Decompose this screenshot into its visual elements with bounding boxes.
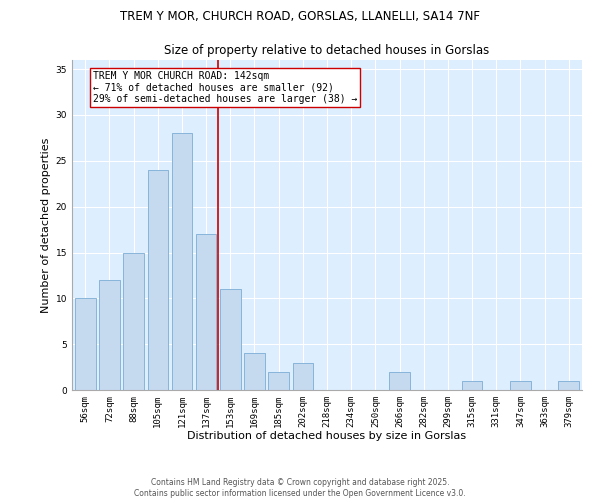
Bar — [124, 252, 144, 390]
Bar — [559, 381, 579, 390]
Bar — [196, 234, 217, 390]
Bar — [75, 298, 95, 390]
Bar — [510, 381, 530, 390]
Text: Contains HM Land Registry data © Crown copyright and database right 2025.
Contai: Contains HM Land Registry data © Crown c… — [134, 478, 466, 498]
Bar — [172, 134, 192, 390]
Y-axis label: Number of detached properties: Number of detached properties — [41, 138, 52, 312]
Bar — [293, 362, 313, 390]
Text: TREM Y MOR, CHURCH ROAD, GORSLAS, LLANELLI, SA14 7NF: TREM Y MOR, CHURCH ROAD, GORSLAS, LLANEL… — [120, 10, 480, 23]
Bar — [148, 170, 168, 390]
Title: Size of property relative to detached houses in Gorslas: Size of property relative to detached ho… — [164, 44, 490, 58]
Bar — [389, 372, 410, 390]
Bar — [99, 280, 120, 390]
X-axis label: Distribution of detached houses by size in Gorslas: Distribution of detached houses by size … — [187, 432, 467, 442]
Bar — [244, 354, 265, 390]
Text: TREM Y MOR CHURCH ROAD: 142sqm
← 71% of detached houses are smaller (92)
29% of : TREM Y MOR CHURCH ROAD: 142sqm ← 71% of … — [92, 71, 357, 104]
Bar — [220, 289, 241, 390]
Bar — [462, 381, 482, 390]
Bar — [268, 372, 289, 390]
